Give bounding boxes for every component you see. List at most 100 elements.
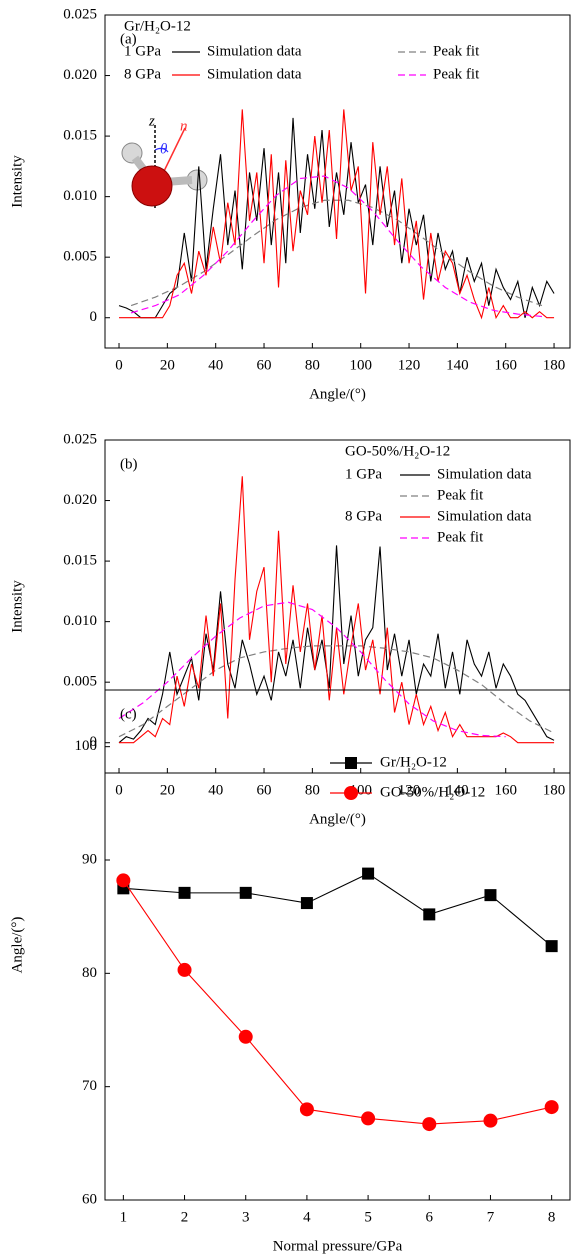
x-tick-label: 140 xyxy=(446,357,469,373)
legend-label: Simulation data xyxy=(207,43,302,59)
legend-label: Peak fit xyxy=(433,43,480,59)
y-tick-label: 0.015 xyxy=(63,553,97,569)
data-line xyxy=(130,175,543,318)
x-tick-label: 60 xyxy=(257,357,272,373)
legend-label: Simulation data xyxy=(437,508,532,524)
x-tick-label: 180 xyxy=(543,357,566,373)
legend-label: Peak fit xyxy=(437,529,484,545)
y-axis-label: Angle/(°) xyxy=(9,917,25,974)
x-tick-label: 40 xyxy=(208,357,223,373)
y-tick-label: 60 xyxy=(82,1191,97,1207)
legend-title: GO-50%/H₂O-12 xyxy=(345,443,450,459)
y-tick-label: 0.010 xyxy=(63,613,97,629)
x-tick-label: 60 xyxy=(257,782,272,798)
marker xyxy=(422,1117,437,1132)
plot-frame xyxy=(104,14,571,349)
x-axis-label: Angle/(°) xyxy=(309,811,366,827)
marker xyxy=(177,962,192,977)
molecule-inset: z n θ xyxy=(121,113,208,210)
y-axis-label: Intensity xyxy=(9,155,25,208)
marker xyxy=(423,908,436,921)
marker xyxy=(300,897,313,910)
x-tick-label: 0 xyxy=(115,782,123,798)
x-tick-label: 20 xyxy=(160,782,175,798)
y-axis-label: Intensity xyxy=(9,580,25,633)
y-tick-label: 0.015 xyxy=(63,128,97,144)
marker xyxy=(178,886,191,899)
plot-frame xyxy=(104,439,571,774)
data-line xyxy=(118,545,555,744)
marker xyxy=(299,1102,314,1117)
x-tick-label: 7 xyxy=(487,1209,495,1225)
data-line xyxy=(130,199,543,307)
oxygen-atom xyxy=(131,165,173,207)
x-axis-label: Normal pressure/GPa xyxy=(273,1238,403,1254)
x-tick-label: 5 xyxy=(364,1209,372,1225)
legend-label: GO-50%/H₂O-12 xyxy=(380,784,485,800)
inset-label: n xyxy=(180,118,188,134)
x-tick-label: 80 xyxy=(305,782,320,798)
legend-marker xyxy=(344,786,358,800)
x-tick-label: 80 xyxy=(305,357,320,373)
x-tick-label: 160 xyxy=(494,357,517,373)
data-line xyxy=(118,117,555,319)
marker xyxy=(484,889,497,902)
marker xyxy=(362,867,375,880)
y-tick-label: 0 xyxy=(90,734,98,750)
marker xyxy=(544,1100,559,1115)
x-tick-label: 140 xyxy=(446,782,469,798)
legend-label: Gr/H₂O-12 xyxy=(380,754,447,770)
legend-group: 8 GPa xyxy=(345,508,382,524)
inset-label: θ xyxy=(160,141,168,157)
y-tick-label: 90 xyxy=(82,851,97,867)
legend-label: Simulation data xyxy=(437,466,532,482)
y-tick-label: 0.020 xyxy=(63,492,97,508)
x-tick-label: 1 xyxy=(120,1209,128,1225)
x-tick-label: 160 xyxy=(494,782,517,798)
data-line xyxy=(123,872,552,947)
y-tick-label: 0.020 xyxy=(63,67,97,83)
data-line xyxy=(122,880,552,1125)
x-tick-label: 40 xyxy=(208,782,223,798)
x-tick-label: 120 xyxy=(398,357,421,373)
x-axis-label: Angle/(°) xyxy=(309,386,366,402)
y-tick-label: 100 xyxy=(75,738,98,754)
y-tick-label: 80 xyxy=(82,965,97,981)
data-line xyxy=(119,109,555,320)
x-tick-label: 8 xyxy=(548,1209,556,1225)
x-tick-label: 6 xyxy=(426,1209,434,1225)
x-tick-label: 20 xyxy=(160,357,175,373)
panel-label: (c) xyxy=(120,706,137,722)
marker xyxy=(239,886,252,899)
x-tick-label: 3 xyxy=(242,1209,250,1225)
x-tick-label: 2 xyxy=(181,1209,189,1225)
legend-group: 8 GPa xyxy=(124,66,161,82)
data-line xyxy=(118,645,555,738)
y-tick-label: 0.005 xyxy=(63,249,97,265)
marker xyxy=(116,873,131,888)
x-tick-label: 4 xyxy=(303,1209,311,1225)
panel-label: (b) xyxy=(120,456,138,472)
legend-marker xyxy=(345,757,357,769)
y-tick-label: 0.010 xyxy=(63,188,97,204)
legend-title: Gr/H₂O-12 xyxy=(124,18,191,34)
legend-label: Peak fit xyxy=(437,487,484,503)
panel-label: (a) xyxy=(120,31,137,47)
y-tick-label: 0.005 xyxy=(63,674,97,690)
marker xyxy=(483,1113,498,1128)
marker xyxy=(238,1029,253,1044)
legend-group: 1 GPa xyxy=(124,43,161,59)
y-tick-label: 0.025 xyxy=(63,431,97,447)
x-tick-label: 0 xyxy=(115,357,123,373)
marker xyxy=(361,1111,376,1126)
inset-label: z xyxy=(148,113,155,129)
x-tick-label: 180 xyxy=(543,782,566,798)
legend-label: Simulation data xyxy=(207,66,302,82)
x-tick-label: 100 xyxy=(349,357,372,373)
x-tick-label: 120 xyxy=(398,782,421,798)
y-tick-label: 70 xyxy=(82,1078,97,1094)
y-tick-label: 0 xyxy=(90,309,98,325)
data-line xyxy=(118,601,506,738)
y-tick-label: 0.025 xyxy=(63,6,97,22)
